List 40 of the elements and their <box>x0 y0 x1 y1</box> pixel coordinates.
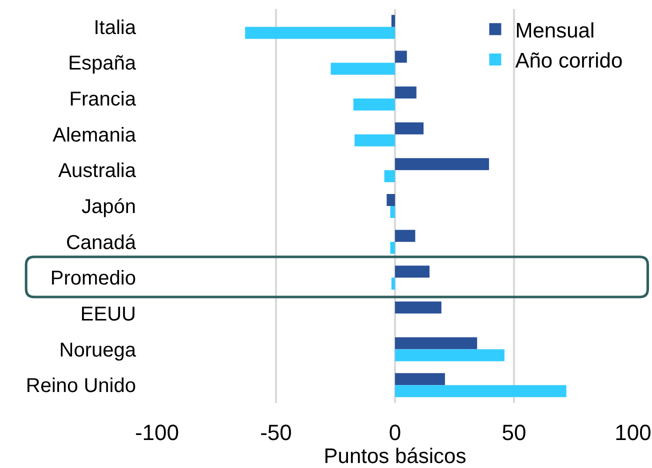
y-tick-label: España <box>68 52 137 75</box>
bar <box>395 266 430 278</box>
legend-label: Año corrido <box>515 50 623 73</box>
bar <box>395 50 407 63</box>
bar <box>395 158 490 170</box>
bar <box>395 349 504 362</box>
bar <box>353 98 395 111</box>
bar <box>395 86 416 99</box>
y-tick-label: Canadá <box>66 232 137 254</box>
y-tick-label: Promedio <box>50 268 136 290</box>
bar <box>390 206 395 218</box>
y-tick-label: Reino Unido <box>26 375 136 398</box>
y-tick-label: Italia <box>94 16 137 39</box>
bar <box>391 278 395 290</box>
bar <box>395 301 442 314</box>
bar <box>395 122 424 134</box>
x-tick-label: 0 <box>388 420 402 445</box>
y-tick-label: EEUU <box>80 303 136 326</box>
x-axis-title: Puntos básicos <box>324 445 466 468</box>
x-tick-label: -50 <box>260 420 292 445</box>
legend-label: Mensual <box>515 19 595 42</box>
y-tick-label: Alemania <box>52 124 137 146</box>
bar <box>390 242 395 254</box>
bar <box>386 194 395 206</box>
bar <box>391 14 395 27</box>
y-tick-label: Francia <box>69 88 137 111</box>
bar <box>354 134 395 146</box>
bar <box>245 26 395 39</box>
x-tick-label: 50 <box>502 420 526 445</box>
y-tick-label: Australia <box>58 160 137 182</box>
x-tick-label: -100 <box>134 420 180 445</box>
y-tick-label: Noruega <box>59 339 137 362</box>
bar <box>395 230 416 242</box>
bar <box>330 62 395 75</box>
bar <box>395 337 478 350</box>
bar <box>395 385 566 398</box>
x-tick-label: 100 <box>614 420 652 445</box>
bar <box>395 373 445 386</box>
bar <box>384 170 395 182</box>
y-tick-label: Japón <box>82 196 136 218</box>
